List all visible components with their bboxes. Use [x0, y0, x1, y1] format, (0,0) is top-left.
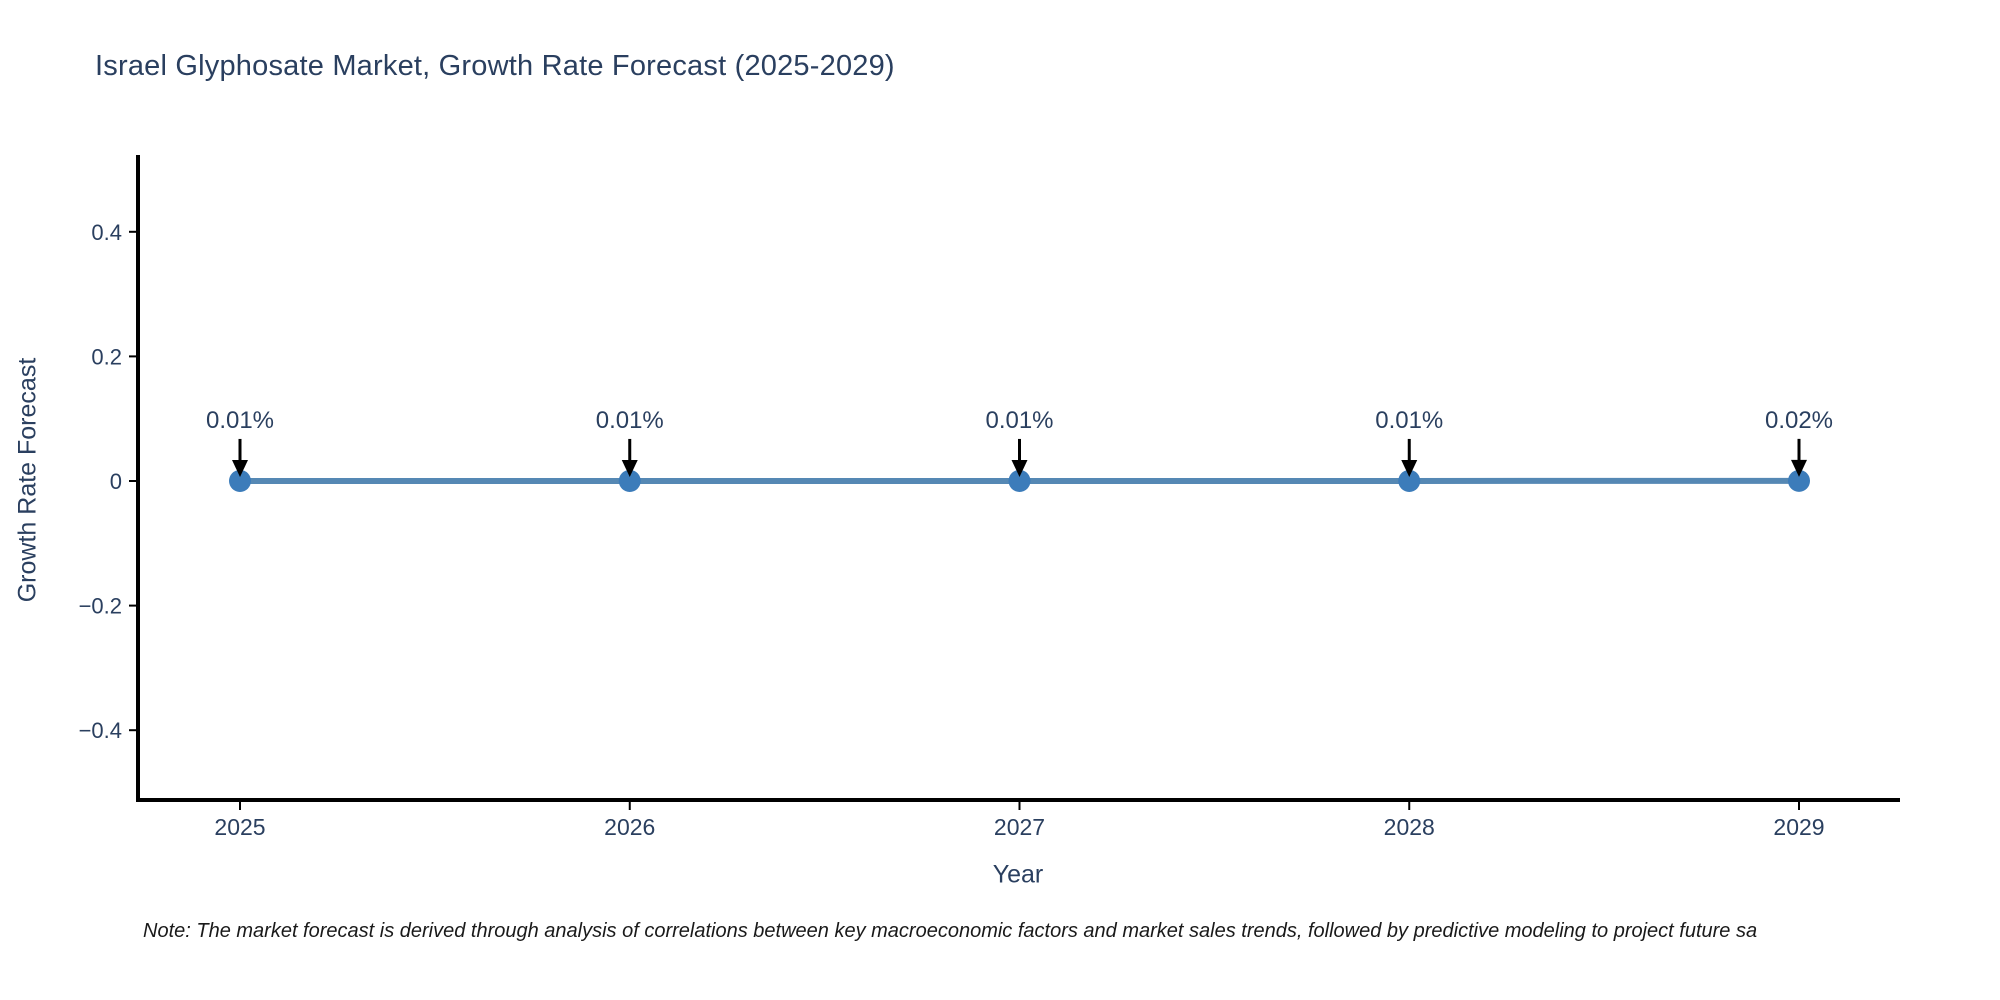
data-point-marker-2029	[1788, 469, 1810, 492]
x-tick-label: 2026	[604, 814, 655, 840]
chart-note: Note: The market forecast is derived thr…	[143, 920, 1758, 942]
x-tick-label: 2029	[1773, 814, 1824, 840]
data-point-marker-2026	[618, 469, 641, 492]
annotation-label: 0.01%	[596, 407, 664, 434]
x-axis-title: Year	[992, 860, 1044, 889]
data-point-marker-2025	[229, 469, 251, 492]
annotation-arrowhead	[1011, 459, 1028, 477]
annotation-label: 0.02%	[1765, 407, 1833, 434]
y-tick-label: −0.2	[79, 594, 122, 619]
x-tick-label: 2027	[994, 814, 1045, 840]
annotation-label: 0.01%	[1375, 407, 1443, 434]
x-tick-label: 2028	[1384, 814, 1435, 840]
annotation-arrowhead	[621, 459, 638, 477]
y-tick-label: 0.2	[91, 344, 122, 369]
y-tick-label: 0	[110, 469, 122, 494]
data-point-marker-2027	[1008, 469, 1031, 492]
data-point-marker-2028	[1398, 469, 1421, 492]
y-tick-label: 0.4	[91, 220, 122, 245]
annotation-label: 0.01%	[985, 407, 1053, 434]
chart-title: Israel Glyphosate Market, Growth Rate Fo…	[95, 50, 895, 82]
annotation-label: 0.01%	[206, 407, 274, 434]
annotation-arrowhead	[1401, 459, 1418, 477]
annotation-arrowhead	[232, 459, 248, 477]
x-tick-label: 2025	[214, 814, 265, 840]
y-tick-label: −0.4	[79, 718, 122, 743]
annotation-arrowhead	[1791, 459, 1807, 477]
